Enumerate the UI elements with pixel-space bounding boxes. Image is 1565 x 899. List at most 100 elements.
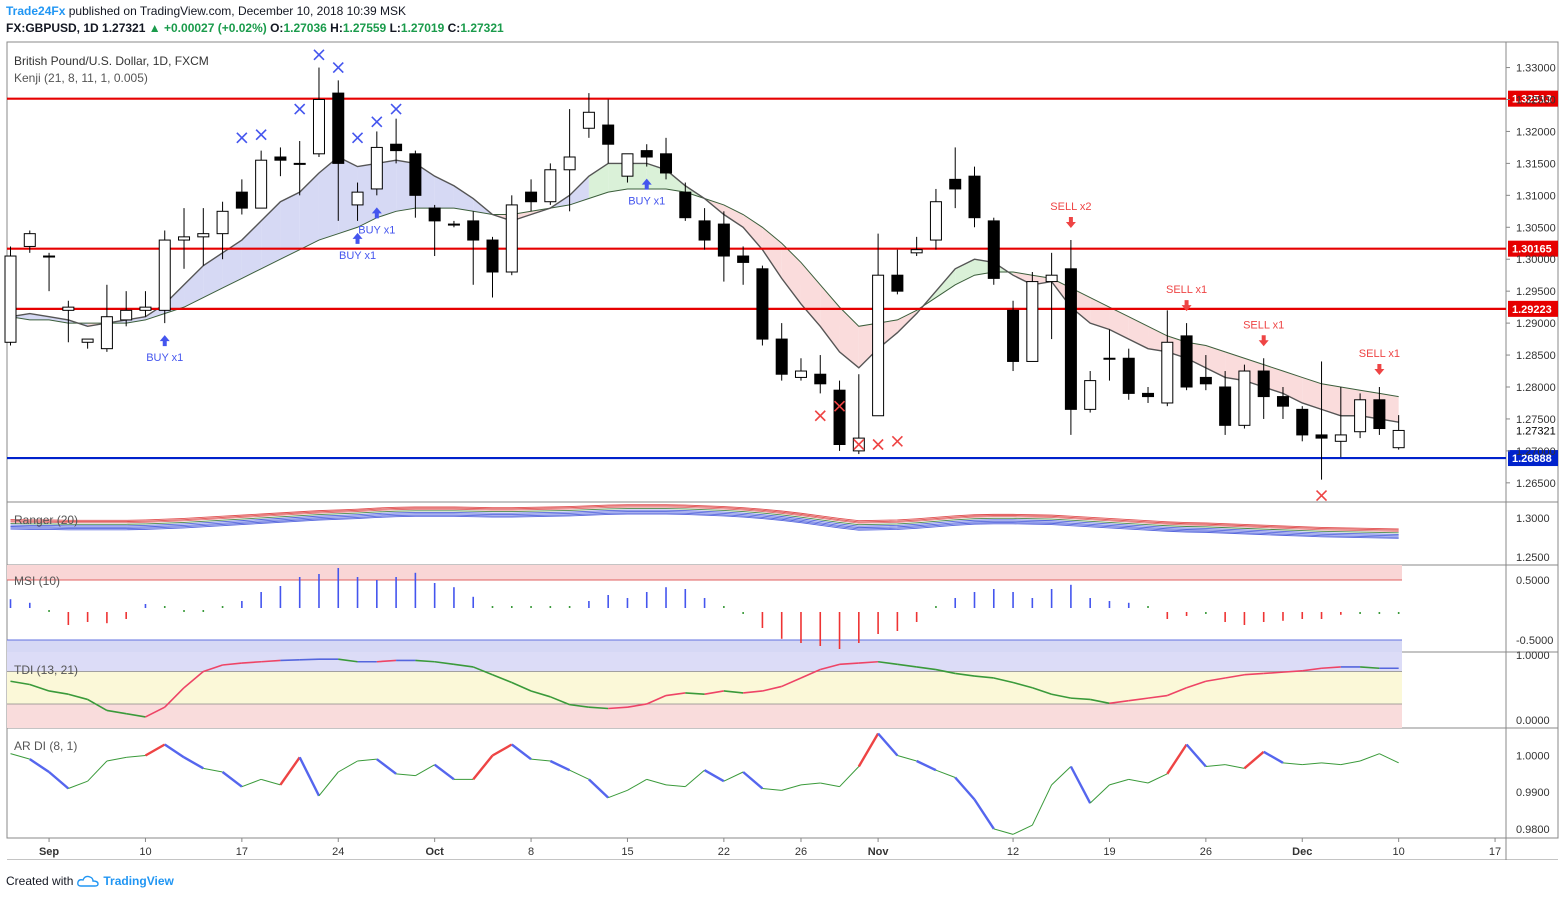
tdi-line-segment: [993, 677, 1014, 684]
tdi-line-segment: [1109, 699, 1129, 705]
candle-body: [660, 153, 673, 174]
buy-signal-label: BUY x1: [339, 250, 376, 262]
candle-body: [100, 316, 113, 350]
ardi-line-segment: [87, 760, 108, 782]
candle-body: [794, 370, 807, 378]
chart-canvas[interactable]: 1.32513 1.30165 1.29223 1.26888 BUY x1 BUY x1…: [0, 0, 1565, 860]
ardi-line-segment: [935, 769, 956, 778]
price-level-label: 1.29223: [1512, 304, 1552, 316]
msi-legend: MSI (10): [14, 574, 60, 588]
kenji-cloud-segment: [1321, 383, 1341, 416]
price-tick-label: 1.33000: [1516, 63, 1556, 75]
time-tick-label: 22: [718, 846, 730, 858]
tdi-line-segment: [376, 659, 397, 663]
tdi-line-segment: [164, 687, 185, 708]
candle-body: [158, 239, 171, 311]
quote-line: FX:GBPUSD, 1D 1.27321 ▲ +0.00027 (+0.02%…: [6, 21, 504, 35]
price-tick-label: 1.27500: [1516, 414, 1556, 426]
tdi-line-segment: [87, 698, 108, 712]
kenji-cloud-segment: [203, 252, 223, 298]
ardi-line-segment: [415, 764, 435, 777]
ardi-line-segment: [703, 769, 725, 783]
blue-x-mark: [313, 49, 325, 61]
candle-body: [197, 233, 210, 238]
candle-body: [640, 150, 653, 158]
price-tick-label: 1.27000: [1516, 446, 1556, 458]
high-value: 1.27559: [342, 21, 387, 35]
blue-x-mark: [390, 103, 402, 115]
kenji-cloud-segment: [666, 169, 686, 193]
sell-arrow-icon: [1374, 364, 1385, 375]
kenji-cloud-segment: [126, 316, 146, 324]
ardi-line-segment: [1225, 764, 1245, 769]
price-tick-label: 1.32500: [1516, 95, 1556, 107]
kenji-cloud-segment: [800, 262, 821, 327]
sell-arrow-icon: [1181, 300, 1192, 312]
tdi-line-segment: [723, 690, 744, 694]
tdi-line-segment: [145, 706, 166, 718]
red-x-mark: [814, 410, 826, 422]
main-legend-title: British Pound/U.S. Dollar, 1D, FXCM: [14, 54, 209, 68]
ardi-line-segment: [781, 784, 802, 791]
kenji-cloud-segment: [49, 316, 69, 324]
price-tick-label: 1.30000: [1516, 254, 1556, 266]
kenji-cloud-segment: [839, 307, 859, 368]
tdi-line-segment: [1070, 697, 1091, 701]
candle-body: [390, 143, 403, 152]
time-tick-label: Sep: [39, 846, 59, 858]
blue-x-mark: [332, 61, 344, 74]
tdi-line-segment: [1012, 681, 1033, 689]
price-tick-label: 1.31500: [1516, 158, 1556, 170]
tdi-line-segment: [916, 666, 937, 671]
ardi-line-segment: [106, 756, 127, 762]
tdi-line-segment: [1244, 672, 1264, 676]
candle-body: [255, 159, 268, 209]
ardi-line-segment: [491, 743, 513, 757]
red-x-mark: [853, 438, 865, 451]
publisher-brand[interactable]: Trade24Fx: [6, 4, 66, 18]
ardi-line-segment: [261, 778, 281, 786]
ardi-line-segment: [1282, 762, 1303, 766]
last-price: 1.27321: [102, 21, 146, 35]
ranger-tick-label: 1.2500: [1516, 552, 1550, 564]
tdi-line-segment: [550, 696, 570, 706]
sell-signal-label: SELL x1: [1243, 319, 1284, 331]
tradingview-link[interactable]: TradingView: [103, 874, 174, 888]
candle-body: [891, 274, 904, 292]
open-value: 1.27036: [283, 21, 327, 35]
candle-body: [178, 236, 191, 241]
candle-body: [1103, 357, 1116, 360]
tdi-line-segment: [183, 670, 204, 689]
price-tick-label: 1.31000: [1516, 190, 1556, 202]
tdi-line-segment: [511, 681, 532, 692]
tdi-line-segment: [453, 663, 474, 668]
ardi-line-segment: [857, 732, 880, 768]
blue-x-mark: [236, 132, 248, 144]
kenji-cloud-segment: [1128, 316, 1149, 349]
low-label: L:: [389, 21, 401, 35]
ardi-line-segment: [1069, 765, 1092, 804]
candle-body: [1122, 357, 1135, 394]
msi-lower-zone: [7, 640, 1402, 652]
kenji-cloud-segment: [222, 240, 242, 288]
candle-body: [949, 178, 962, 190]
time-tick-label: 15: [621, 846, 633, 858]
candle-body: [370, 146, 383, 190]
tdi-line-segment: [781, 677, 802, 688]
candle-body: [235, 191, 248, 209]
tdi-line-segment: [608, 706, 628, 710]
ardi-line-segment: [742, 771, 764, 790]
red-x-mark: [1315, 490, 1328, 502]
tdi-upper-zone: [7, 652, 1402, 672]
candle-body: [1084, 380, 1097, 410]
ardi-line-segment: [973, 798, 995, 830]
tdi-line-segment: [472, 666, 493, 676]
candle-body: [929, 201, 942, 241]
candle-body: [1334, 434, 1347, 442]
tdi-line-segment: [68, 693, 88, 701]
tdi-line-segment: [222, 662, 242, 666]
candle-body: [274, 156, 287, 161]
tdi-line-segment: [126, 712, 146, 718]
blue-x-mark: [371, 116, 383, 128]
ardi-line-segment: [1340, 760, 1361, 766]
